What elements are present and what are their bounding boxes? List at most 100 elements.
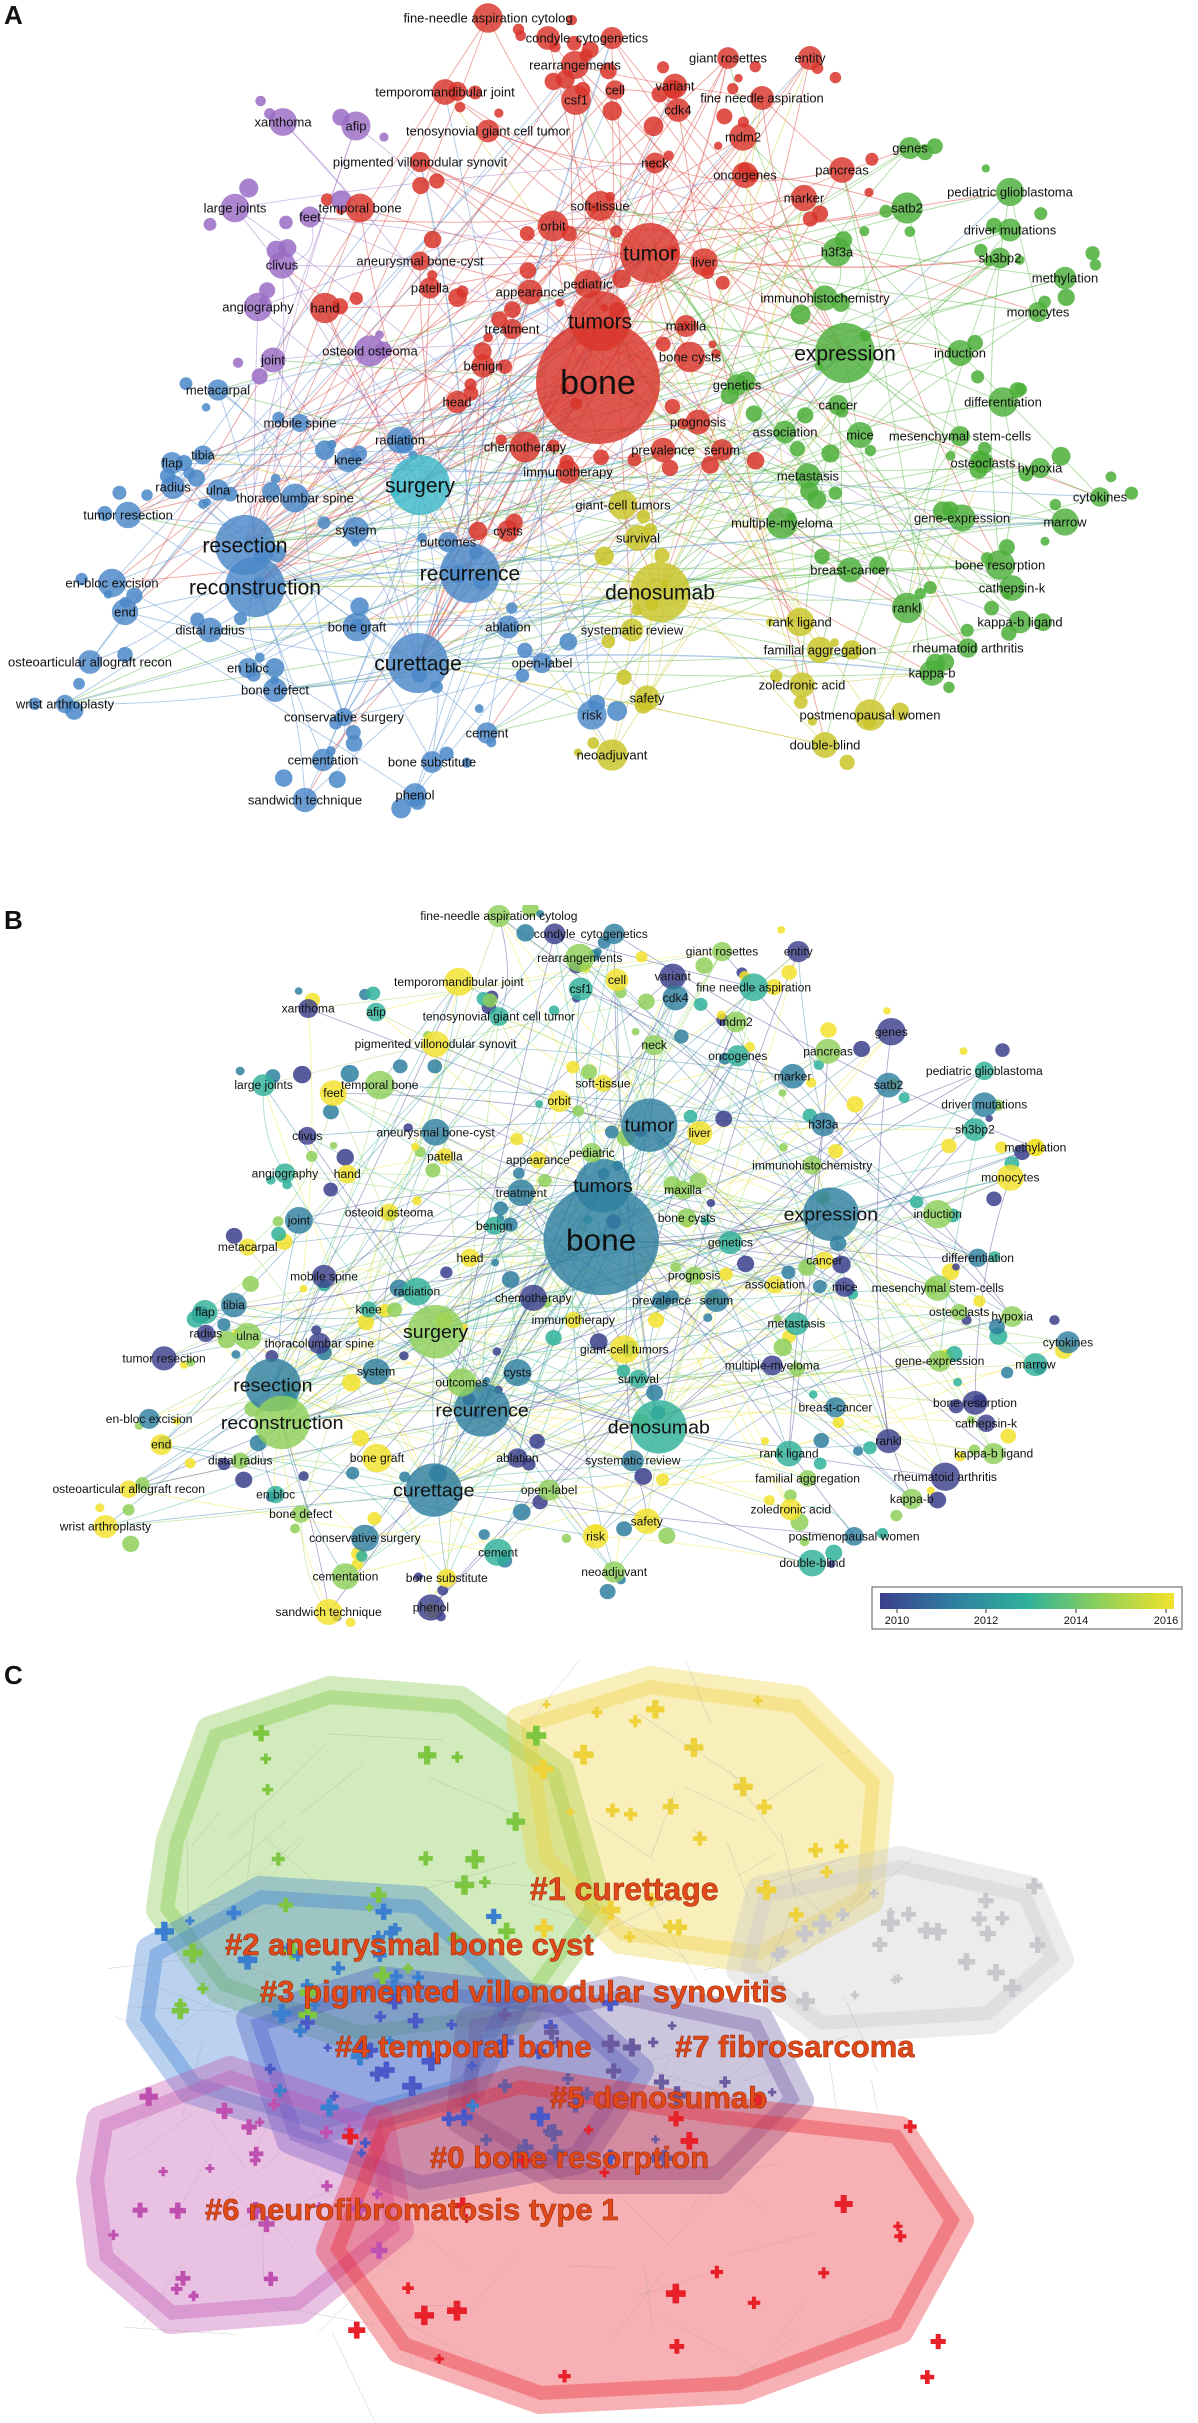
network-edge <box>417 197 805 664</box>
network-edge <box>388 981 460 1213</box>
cluster-link <box>619 2060 729 2095</box>
node-cell <box>605 969 629 992</box>
minor-node <box>391 798 411 819</box>
label-head: head <box>443 395 472 410</box>
minor-node <box>763 1494 775 1506</box>
minor-node <box>217 1330 236 1349</box>
node-zoledronic-acid <box>779 1498 803 1521</box>
minor-node <box>403 1123 413 1133</box>
label-oncogenes: oncogenes <box>713 168 777 183</box>
minor-node <box>494 108 504 118</box>
label-cell: cell <box>605 83 625 98</box>
cluster-link <box>622 1897 677 1903</box>
node-hand <box>337 1164 357 1184</box>
network-edge <box>300 1514 329 1613</box>
label-conservative-surgery: conservative surgery <box>309 1531 421 1545</box>
network-edge <box>254 401 458 588</box>
minor-node <box>832 1416 845 1429</box>
node-mobile-spine <box>290 413 310 433</box>
node-bone-graft <box>342 612 372 642</box>
label-large-joints: large joints <box>204 201 267 216</box>
label-resection: resection <box>233 1376 312 1397</box>
label-prognosis: prognosis <box>668 1269 720 1283</box>
network-edge <box>602 1123 824 1187</box>
network-edge <box>595 1535 813 1564</box>
network-edge <box>487 17 651 254</box>
network-edge <box>830 1214 913 1500</box>
cluster-node-marker <box>369 2066 385 2082</box>
network-panel-b: B bone tumor tumors soft-tissue benign treatm… <box>0 905 1198 1665</box>
label-cathepsin-k: cathepsin-k <box>955 1417 1017 1431</box>
panel-a-nodes <box>55 3 1110 813</box>
node-osteoid-osteoma <box>379 1203 399 1222</box>
label-liver: liver <box>689 1126 711 1140</box>
network-edge <box>742 136 801 623</box>
minor-node <box>923 581 937 595</box>
node-satb2 <box>891 192 923 224</box>
minor-node <box>909 1195 924 1209</box>
minor-node <box>778 1143 788 1152</box>
minor-node <box>454 101 466 113</box>
label-double-blind: double-blind <box>779 1556 845 1570</box>
node-metacarpal <box>207 379 229 401</box>
cluster-node-marker <box>350 2047 369 2066</box>
cluster-node-marker <box>753 1695 763 1706</box>
cluster-label-2-aneurysmal-bone-cyst: #2 aneurysmal bone cyst <box>225 1927 594 1962</box>
cluster-node-marker <box>454 2197 471 2214</box>
node-mice <box>846 421 874 449</box>
minor-node <box>927 138 943 155</box>
minor-node <box>797 407 814 424</box>
cluster-node-marker <box>174 1998 187 2011</box>
minor-node <box>627 452 642 467</box>
network-edge <box>435 1159 539 1332</box>
node-surgery <box>407 1304 464 1359</box>
panel-letter-a: A <box>4 0 23 30</box>
cluster-node-marker <box>455 2108 473 2126</box>
minor-node <box>555 298 564 308</box>
cluster-link <box>210 2119 247 2170</box>
network-edge <box>674 85 803 686</box>
minor-node <box>439 746 454 761</box>
node-cathepsin-k <box>976 1414 996 1433</box>
minor-node <box>988 1251 1001 1263</box>
minor-node <box>184 1458 196 1469</box>
cluster-node-marker <box>407 2012 424 2029</box>
node-kappa-b <box>919 660 945 686</box>
cluster-link <box>186 1840 189 1912</box>
node-orbit <box>537 210 569 242</box>
network-edge <box>217 389 471 574</box>
node-flap <box>161 452 183 474</box>
hull-0-bone-resorption <box>316 2066 974 2414</box>
cluster-node-marker <box>418 1851 433 1866</box>
cluster-node-marker <box>850 1990 859 2000</box>
network-edge <box>414 381 599 796</box>
minor-node <box>1014 1144 1031 1160</box>
label-cytogenetics: cytogenetics <box>581 927 648 941</box>
network-edge <box>281 1212 390 1423</box>
minor-node <box>716 108 733 125</box>
minor-node <box>749 60 761 73</box>
label-rheumatoid-arthritis: rheumatoid arthritis <box>912 641 1024 656</box>
node-immunohistochemistry <box>812 285 838 311</box>
label-genetics: genetics <box>708 1236 753 1250</box>
label-denosumab: denosumab <box>605 581 715 604</box>
minor-node <box>266 1175 276 1185</box>
minor-node <box>548 1005 560 1016</box>
network-edge <box>244 125 357 546</box>
cluster-node-marker <box>226 1905 242 1921</box>
minor-node <box>778 1089 787 1097</box>
network-edge <box>128 1488 498 1553</box>
minor-node <box>279 215 293 230</box>
minor-node <box>842 640 862 660</box>
label-immunotherapy: immunotherapy <box>532 1313 615 1327</box>
network-edge <box>298 1185 604 1221</box>
label-ablation: ablation <box>496 1451 538 1465</box>
cluster-node-marker <box>903 2120 917 2134</box>
cluster-label-3-pigmented-villonodular-synovitis: #3 pigmented villonodular synovitis <box>260 1974 787 2009</box>
minor-node <box>504 301 521 318</box>
network-edge <box>830 1213 946 1477</box>
node-cancer <box>827 394 849 416</box>
network-edge <box>658 1364 1036 1428</box>
network-edge <box>332 1092 418 1292</box>
minor-node <box>716 1010 727 1020</box>
